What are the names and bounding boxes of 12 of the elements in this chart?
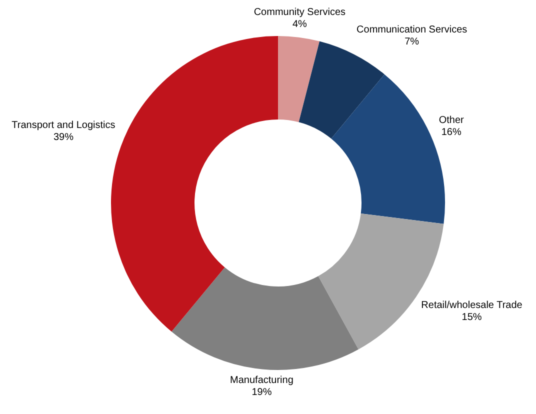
data-label: 16% [441, 127, 462, 138]
data-label: 19% [252, 386, 272, 398]
data-label: 15% [462, 312, 482, 323]
slice-label: Other [438, 115, 465, 126]
slice-label: Communication Services [356, 24, 468, 36]
data-label: 39% [53, 132, 74, 144]
slice-label: Manufacturing [230, 374, 294, 386]
slice-label: Retail/wholesale Trade [421, 300, 523, 311]
slice-label: Transport and Logistics [12, 120, 116, 132]
slice-label: Community Services [254, 7, 346, 18]
data-label: 7% [404, 36, 420, 48]
data-label: 4% [292, 19, 308, 30]
